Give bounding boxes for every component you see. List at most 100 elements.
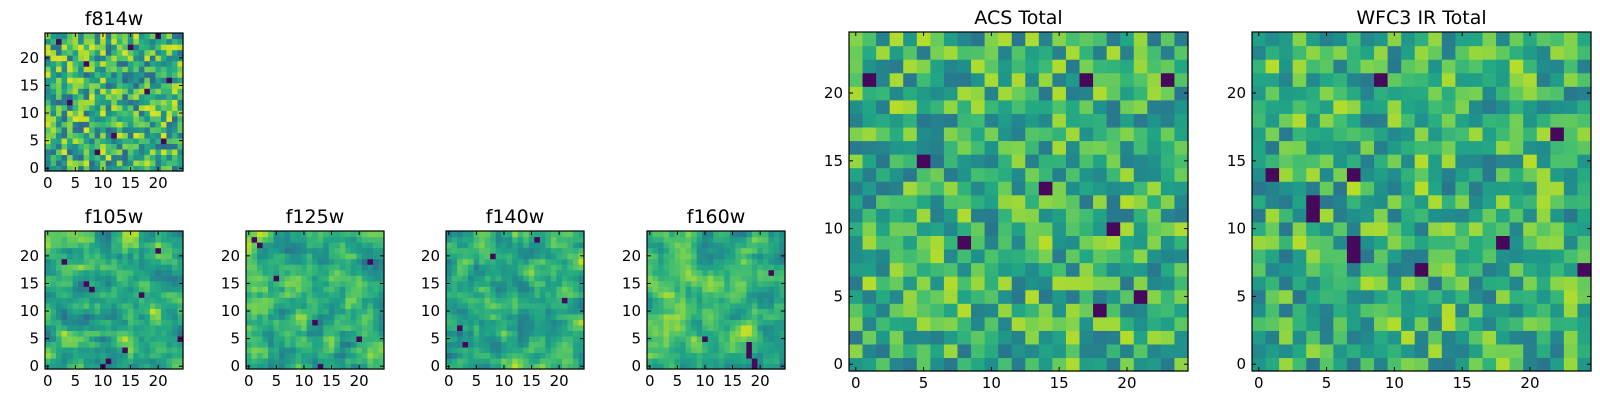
- heatmap-cell: [457, 236, 464, 243]
- heatmap-cell: [295, 247, 302, 254]
- heatmap-cell: [306, 302, 313, 309]
- heatmap-cell: [446, 291, 453, 298]
- heatmap-cell: [171, 247, 179, 254]
- heatmap-cell: [984, 357, 999, 372]
- heatmap-cell: [685, 291, 692, 298]
- heatmap-cell: [707, 291, 714, 298]
- heatmap-cell: [757, 275, 764, 282]
- heatmap-cell: [768, 297, 775, 304]
- heatmap-cell: [301, 242, 308, 249]
- heatmap-cell: [144, 330, 151, 337]
- heatmap-cell: [1011, 357, 1026, 372]
- heatmap-cell: [67, 313, 74, 320]
- heatmap-cell: [1079, 140, 1094, 155]
- heatmap-cell: [768, 275, 775, 282]
- heatmap-cell: [334, 352, 341, 359]
- heatmap-cell: [578, 269, 585, 276]
- heatmap-cell: [998, 208, 1013, 223]
- heatmap-cell: [279, 247, 286, 254]
- heatmap-cell: [556, 352, 563, 359]
- heatmap-cell: [652, 236, 659, 243]
- heatmap-cell: [116, 357, 123, 365]
- heatmap-cell: [523, 242, 530, 249]
- heatmap-cell: [361, 269, 369, 276]
- heatmap-cell: [350, 258, 357, 265]
- heatmap-cell: [1550, 154, 1565, 169]
- heatmap-cell: [561, 286, 569, 293]
- heatmap-cell: [72, 110, 79, 117]
- heatmap-cell: [1079, 208, 1094, 223]
- heatmap-cell: [149, 55, 156, 62]
- heatmap-cell: [345, 231, 352, 238]
- heatmap-cell: [984, 126, 999, 142]
- heatmap-cell: [545, 231, 552, 238]
- heatmap-cell: [1401, 316, 1416, 331]
- heatmap-cell: [111, 302, 118, 309]
- heatmap-cell: [718, 253, 725, 260]
- heatmap-cell: [111, 126, 118, 133]
- heatmap-cell: [457, 253, 464, 260]
- heatmap-cell: [111, 253, 118, 260]
- heatmap-cell: [1065, 316, 1081, 331]
- heatmap-cell: [702, 313, 709, 320]
- heatmap-cell: [1011, 59, 1026, 74]
- heatmap-cell: [78, 49, 85, 56]
- heatmap-cell: [512, 357, 519, 365]
- heatmap-cell: [876, 316, 891, 331]
- heatmap-cell: [1509, 86, 1524, 101]
- heatmap-cell: [94, 352, 101, 359]
- heatmap-cell: [133, 357, 140, 365]
- heatmap-cell: [100, 55, 107, 62]
- heatmap-cell: [957, 343, 972, 359]
- heatmap-cell: [702, 253, 709, 260]
- heatmap-cell: [160, 132, 168, 139]
- heatmap-cell: [998, 181, 1013, 196]
- heatmap-cell: [67, 104, 74, 111]
- heatmap-cell: [328, 269, 335, 276]
- heatmap-cell: [696, 242, 703, 249]
- heatmap-cell: [1346, 126, 1362, 142]
- heatmap-cell: [674, 357, 681, 365]
- heatmap-cell: [550, 236, 557, 243]
- heatmap-cell: [930, 194, 945, 209]
- heatmap-cell: [177, 319, 184, 326]
- heatmap-cell: [971, 262, 986, 277]
- heatmap-cell: [78, 341, 85, 348]
- heatmap-cell: [56, 104, 63, 111]
- heatmap-cell: [528, 286, 535, 293]
- heatmap-cell: [1319, 303, 1334, 318]
- heatmap-cell: [1038, 208, 1053, 223]
- heatmap-cell: [171, 341, 179, 348]
- heatmap-cell: [122, 110, 129, 117]
- heatmap-cell: [773, 319, 781, 326]
- heatmap-cell: [462, 346, 469, 354]
- heatmap-cell: [779, 275, 786, 282]
- heatmap-cell: [451, 286, 458, 293]
- heatmap-cell: [1174, 86, 1189, 101]
- heatmap-cell: [83, 49, 90, 56]
- heatmap-cell: [1455, 113, 1470, 128]
- heatmap-cell: [501, 335, 508, 342]
- heatmap-cell: [1455, 343, 1470, 359]
- heatmap-cell: [105, 236, 112, 243]
- heatmap-cell: [367, 280, 374, 287]
- heatmap-cell: [251, 242, 258, 249]
- heatmap-cell: [149, 286, 156, 293]
- heatmap-cell: [539, 269, 546, 276]
- heatmap-cell: [345, 297, 352, 304]
- heatmap-cell: [268, 297, 275, 304]
- heatmap-cell: [674, 324, 681, 331]
- heatmap-cell: [1011, 221, 1026, 236]
- heatmap-cell: [1360, 194, 1375, 209]
- heatmap-cell: [105, 286, 112, 293]
- heatmap-cell: [83, 280, 90, 287]
- heatmap-cell: [323, 352, 330, 359]
- heatmap-cell: [1523, 126, 1538, 142]
- heatmap-cell: [647, 269, 654, 276]
- heatmap-cell: [1374, 126, 1389, 142]
- heatmap-cell: [517, 363, 524, 370]
- heatmap-cell: [652, 352, 659, 359]
- heatmap-cell: [144, 335, 151, 342]
- heatmap-cell: [457, 346, 464, 354]
- heatmap-cell: [56, 297, 63, 304]
